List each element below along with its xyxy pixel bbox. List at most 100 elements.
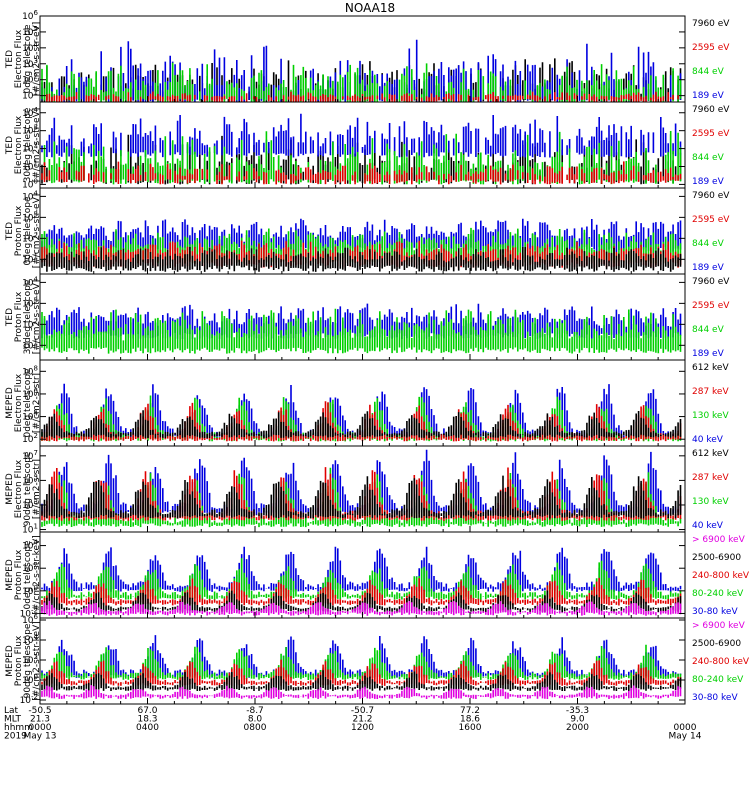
panel-4-ylabel-line: Proton Flux — [14, 291, 24, 342]
panel-6-ytick-label: 105 — [22, 473, 38, 486]
panel-6-legend-130-kev: 130 keV — [692, 497, 729, 507]
xtick-hhmm-label: 1600 — [459, 723, 482, 733]
panel-4-legend-189-ev: 189 eV — [692, 349, 725, 359]
panel-3-legend-7960-ev: 7960 eV — [692, 191, 730, 201]
panel-1-legend-2595-ev: 2595 eV — [692, 43, 730, 53]
axis-row-label-mlt: MLT — [4, 715, 22, 725]
panel-2-ylabel-line: [#/cm2-s-str-eV] — [32, 108, 42, 183]
panel-2-ytick-label: 103 — [22, 124, 38, 137]
panel-5-ytick-label: 108 — [22, 364, 38, 377]
panel-5-ylabel-line: MEPED — [5, 387, 15, 419]
panel-2: TED Electron Flux 30deg telescope [#/cm2-s-… — [5, 101, 730, 190]
panel-6-legend-40-kev: 40 keV — [692, 521, 724, 531]
panel-6-legend-287-kev: 287 keV — [692, 473, 729, 483]
panel-4-ylabel-line: TED — [5, 308, 15, 327]
panel-7-ylabel-line: MEPED — [5, 559, 15, 591]
panel-2-ylabel-line: TED — [5, 136, 15, 155]
panel-4-ylabel-line: 30deg telescope — [23, 279, 33, 354]
xtick-mlt-label: 9.0 — [570, 715, 585, 725]
panel-1-ylabel-line: Electron Flux — [14, 29, 24, 88]
panel-2-legend-844-ev: 844 eV — [692, 153, 725, 163]
panel-2-ytick-label: 104 — [22, 106, 38, 119]
panel-8-legend--6900-kev: > 6900 keV — [692, 621, 746, 631]
panel-4-ytick-label: 101 — [22, 338, 38, 351]
panel-3-legend-189-ev: 189 eV — [692, 263, 725, 273]
panel-5-ytick-label: 102 — [22, 432, 38, 445]
panel-5-ylabel-line: [#/cm2-s-str] — [32, 373, 42, 433]
xtick-lat-label: 77.2 — [460, 706, 480, 716]
panel-3-ylabel-line: TED — [5, 222, 15, 241]
panel-8-ylabel-line: Proton Flux — [14, 635, 24, 686]
panel-7-series-30-80-kev — [41, 546, 682, 592]
panel-4-ylabel-line: [#/cm2-s-str-eV] — [32, 280, 42, 355]
panel-5-ylabel-line: Electron Flux — [14, 373, 24, 432]
panel-6-legend-612-kev: 612 keV — [692, 449, 729, 459]
panel-3-ytick-label: 103 — [22, 210, 38, 223]
panel-8-ylabel-line: MEPED — [5, 645, 15, 677]
panel-6-ylabel-line: [#/cm2-s-str] — [32, 459, 42, 519]
panel-7-legend--6900-kev: > 6900 keV — [692, 535, 746, 545]
panel-8-legend-240-800-kev: 240-800 keV — [692, 657, 750, 667]
panel-7: MEPED Proton Flux 0deg telescope [#/cm2-s-s… — [5, 531, 750, 619]
panel-2-ytick-label: 102 — [22, 142, 38, 155]
panel-7-legend-240-800-kev: 240-800 keV — [692, 571, 750, 581]
panel-4-ytick-label: 102 — [22, 317, 38, 330]
panel-8-legend-30-80-kev: 30-80 keV — [692, 693, 738, 703]
panel-2-ylabel-line: Electron Flux — [14, 115, 24, 174]
panel-5-ytick-label: 106 — [22, 387, 38, 400]
panel-8-ytick-label: 10-2 — [20, 693, 38, 706]
time-axis-labels: Lat -50.5 67.0 -8.7 -50.7 77.2 -35.3 MLT 21.3 18.… — [4, 706, 702, 742]
panel-5-legend-612-kev: 612 keV — [692, 363, 729, 373]
panel-4: TED Proton Flux 30deg telescope [#/cm2-s-st… — [5, 273, 730, 361]
panel-7-ytick-label: 10-2 — [20, 606, 38, 619]
panel-6-ytick-label: 103 — [22, 498, 38, 511]
panel-7-ytick-label: 102 — [22, 561, 38, 574]
panel-3-ytick-label: 102 — [22, 231, 38, 244]
panel-1-ytick-label: 104 — [22, 41, 38, 54]
panel-5-series-612-kev — [41, 410, 682, 439]
panels-group: TED Electron Flux 0deg telescope [#/cm2-s-s… — [5, 9, 750, 706]
panel-7-series-80-240-kev — [41, 558, 682, 600]
xtick-mlt-label: 8.0 — [248, 715, 263, 725]
panel-3-ytick-label: 104 — [22, 189, 38, 202]
panel-4-ytick-label: 103 — [22, 296, 38, 309]
panel-1-ylabel-line: 0deg telescope — [23, 24, 33, 94]
panel-8: MEPED Proton Flux 90deg telescope [#/cm2-s-… — [5, 613, 750, 706]
panel-2-legend-2595-ev: 2595 eV — [692, 129, 730, 139]
panel-6-ylabel-line: Electron Flux — [14, 459, 24, 518]
xtick-hhmm-label: 2000 — [566, 723, 589, 733]
panel-1-ylabel-line: [#/cm2-s-str-eV] — [32, 22, 42, 97]
panel-8-legend-2500-6900: 2500-6900 — [692, 639, 741, 649]
panel-6-ylabel-line: MEPED — [5, 473, 15, 505]
panel-3-ylabel-line: 0deg telescope — [23, 196, 33, 266]
xtick-hhmm-label: 0400 — [136, 723, 159, 733]
panel-1: TED Electron Flux 0deg telescope [#/cm2-s-s… — [5, 9, 730, 103]
panel-5-legend-287-kev: 287 keV — [692, 387, 729, 397]
panel-7-legend-30-80-kev: 30-80 keV — [692, 607, 738, 617]
panel-4-ytick-label: 104 — [22, 275, 38, 288]
panel-4-legend-7960-ev: 7960 eV — [692, 277, 730, 287]
panel-8-ylabel-line: 90deg telescope — [23, 623, 33, 698]
panel-8-legend-80-240-kev: 80-240 keV — [692, 675, 744, 685]
panel-8-ytick-label: 100 — [22, 673, 38, 686]
panel-3-ytick-label: 101 — [22, 252, 38, 265]
panel-4-series-844-ev — [41, 308, 682, 354]
xtick-mlt-label: 18.6 — [460, 715, 480, 725]
xtick-date-label: May 13 — [24, 732, 57, 742]
panel-7-legend-80-240-kev: 80-240 keV — [692, 589, 744, 599]
panel-1-ytick-label: 102 — [22, 73, 38, 86]
panel-8-ytick-label: 106 — [22, 613, 38, 626]
xtick-hhmm-label: 0000 — [674, 723, 697, 733]
axis-row-label-date: 2019 — [4, 732, 27, 742]
panel-5: MEPED Electron Flux 0deg telescope [#/cm2-s… — [5, 359, 729, 447]
panel-6-ytick-label: 107 — [22, 449, 38, 462]
panel-2-legend-7960-ev: 7960 eV — [692, 105, 730, 115]
panel-8-series-2500-6900 — [41, 670, 682, 691]
panel-5-ylabel-line: 0deg telescope — [23, 368, 33, 438]
xtick-lat-label: 67.0 — [137, 706, 157, 716]
panel-2-legend-189-ev: 189 eV — [692, 177, 725, 187]
xtick-mlt-label: 18.3 — [137, 715, 157, 725]
panel-1-ytick-label: 105 — [22, 25, 38, 38]
panel-8-ylabel-line: [#/cm2-s-str-keV] — [32, 621, 42, 700]
